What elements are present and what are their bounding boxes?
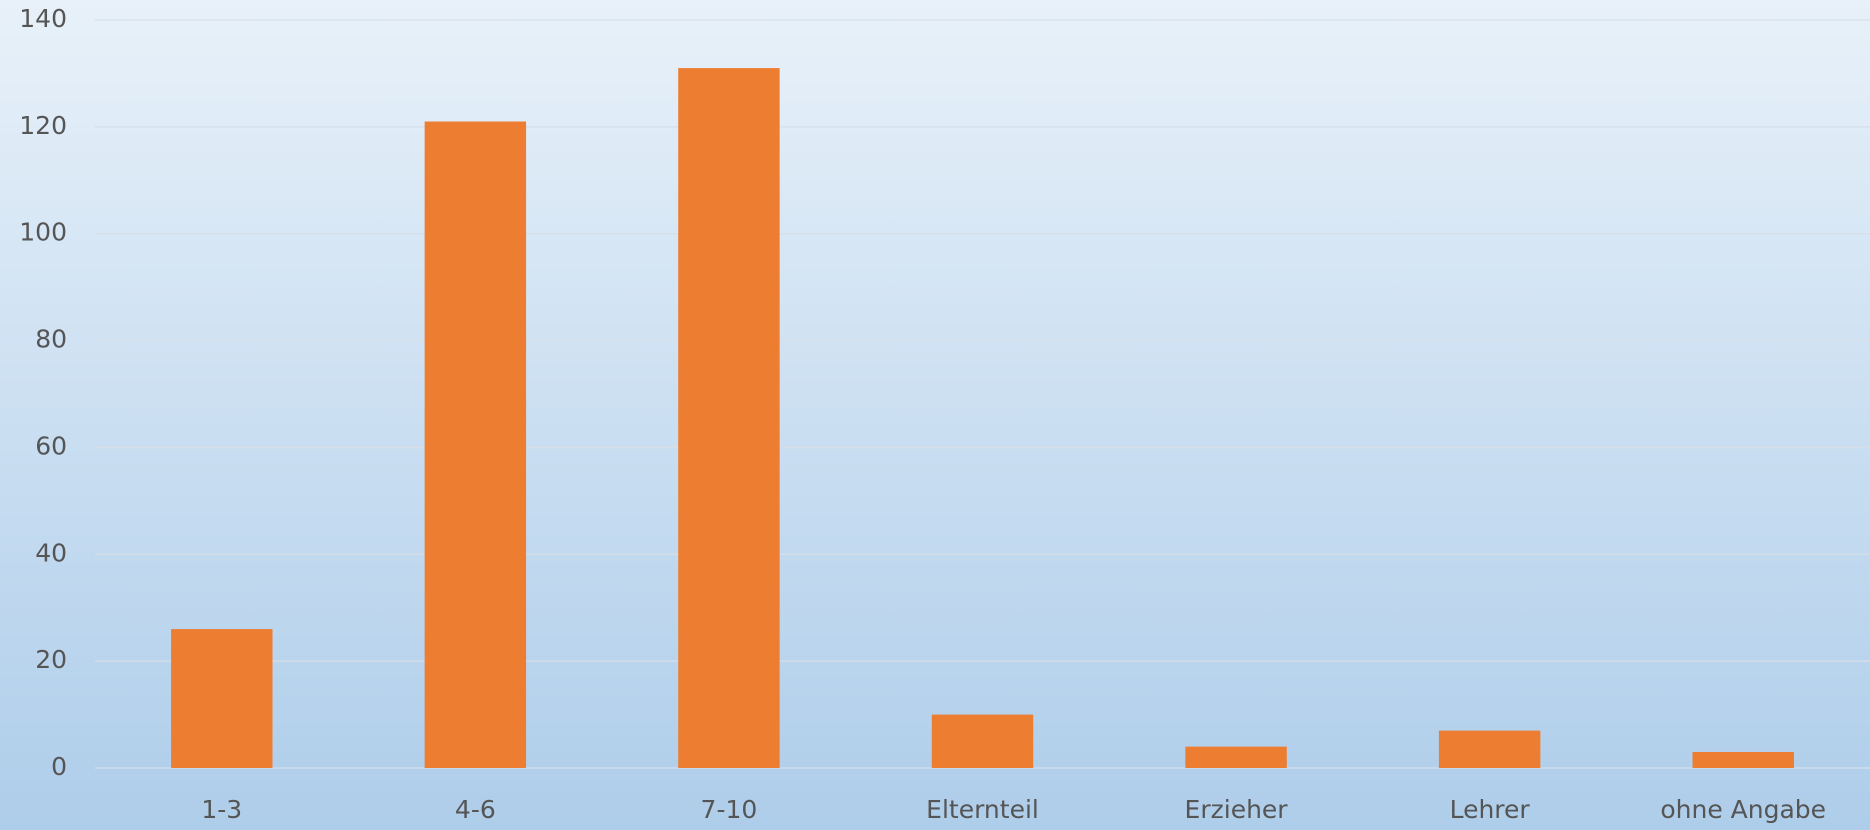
x-tick-label: 7-10	[701, 795, 758, 824]
bar	[1692, 751, 1794, 768]
bar	[171, 629, 273, 768]
y-tick-label: 60	[35, 431, 67, 460]
y-tick-label: 0	[51, 752, 67, 781]
x-tick-label: 4-6	[455, 795, 496, 824]
y-tick-label: 100	[19, 218, 67, 247]
x-tick-label: ohne Angabe	[1660, 795, 1826, 824]
x-tick-label: Erzieher	[1185, 795, 1289, 824]
bar	[931, 714, 1034, 768]
x-tick-label: Elternteil	[926, 795, 1039, 824]
bar	[1438, 730, 1541, 768]
bar	[424, 121, 527, 768]
y-tick-label: 40	[35, 538, 67, 567]
y-tick-label: 140	[19, 4, 67, 33]
x-tick-label: Lehrer	[1450, 795, 1531, 824]
y-tick-label: 80	[35, 325, 67, 354]
y-tick-label: 120	[19, 111, 67, 140]
y-tick-label: 20	[35, 645, 67, 674]
bar	[1185, 746, 1287, 768]
bar	[678, 68, 780, 769]
x-tick-label: 1-3	[201, 795, 242, 824]
